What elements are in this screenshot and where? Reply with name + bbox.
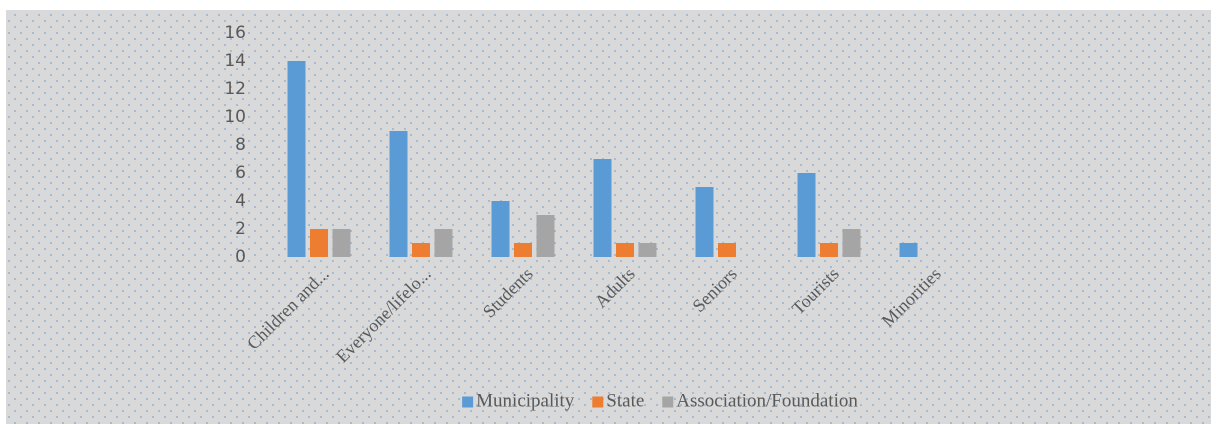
bar (287, 61, 306, 257)
y-tick-label: 2 (235, 219, 246, 239)
bar (695, 187, 714, 257)
y-tick-label: 6 (235, 163, 246, 183)
bar (310, 229, 328, 257)
y-tick-label: 14 (224, 51, 246, 71)
y-tick-label: 8 (235, 135, 246, 155)
bar (718, 243, 736, 257)
bar (412, 243, 430, 257)
legend-swatch (462, 396, 474, 408)
legend-label: State (606, 390, 644, 411)
y-tick-label: 12 (224, 79, 246, 99)
y-tick-label: 4 (235, 191, 246, 211)
bar (797, 173, 816, 257)
y-tick-label: 10 (224, 107, 246, 127)
bar (638, 243, 657, 257)
bar (842, 229, 861, 257)
y-tick-label: 0 (235, 247, 246, 267)
legend-swatch (662, 396, 674, 408)
bar (514, 243, 532, 257)
legend-swatch (592, 396, 604, 408)
legend-label: Municipality (476, 390, 575, 411)
legend-label: Association/Foundation (676, 390, 858, 411)
bar (491, 201, 510, 257)
bar (332, 229, 351, 257)
bar (389, 131, 408, 257)
bar (616, 243, 634, 257)
bar (820, 243, 838, 257)
bar (536, 215, 555, 257)
bar (593, 159, 612, 257)
bar (899, 243, 918, 257)
bar (434, 229, 453, 257)
y-tick-label: 16 (224, 23, 246, 43)
